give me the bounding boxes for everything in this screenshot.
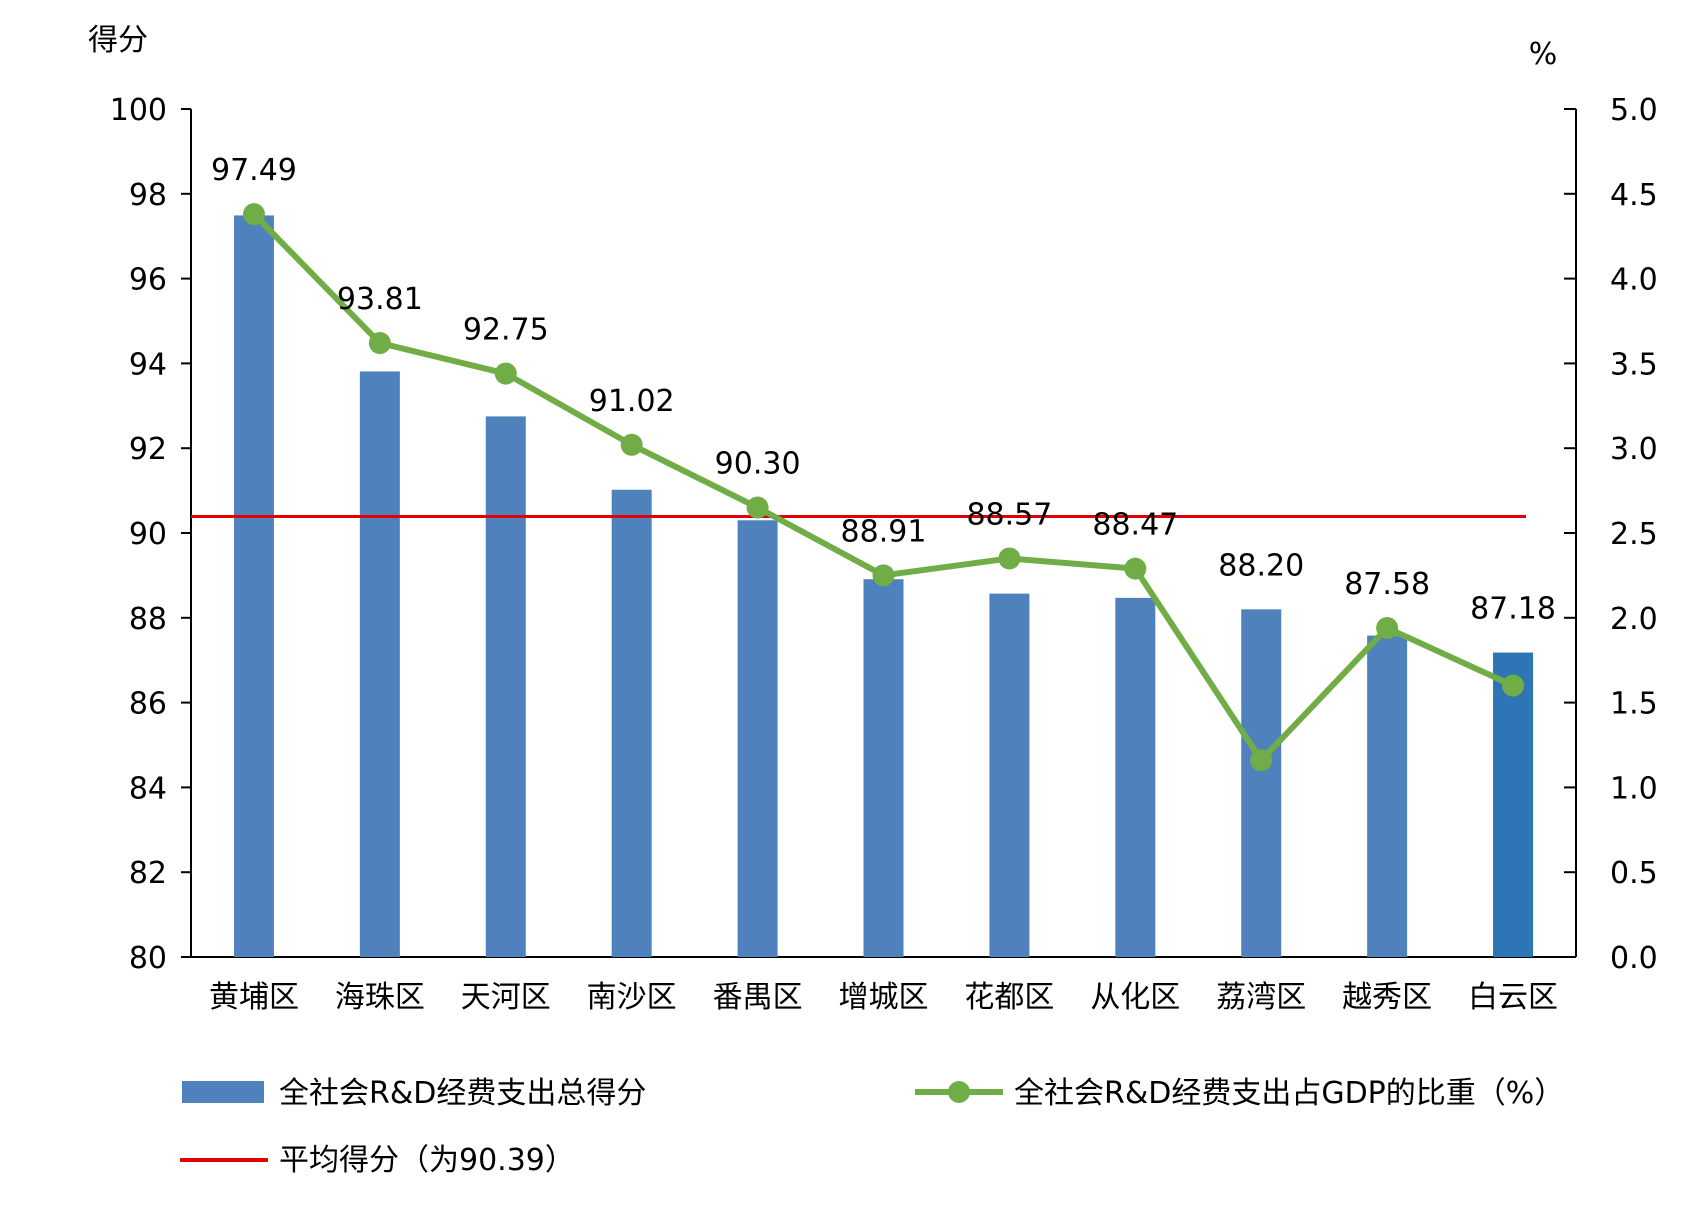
y-right-tick-label: 3.0 bbox=[1610, 432, 1658, 467]
y-right-tick-label: 4.0 bbox=[1610, 263, 1658, 298]
y-left-tick-label: 92 bbox=[129, 432, 167, 467]
y-left-axis-title: 得分 bbox=[88, 23, 148, 58]
bar-value-label: 87.18 bbox=[1470, 592, 1556, 627]
y-right-tick-label: 1.0 bbox=[1610, 771, 1658, 806]
category-label: 花都区 bbox=[964, 980, 1054, 1015]
bar bbox=[1493, 652, 1534, 957]
legend: 全社会R&D经费支出总得分 全社会R&D经费支出占GDP的比重（%） 平均得分（为9… bbox=[180, 1076, 1564, 1178]
y-right-tick-label: 2.0 bbox=[1610, 602, 1658, 637]
category-label: 海珠区 bbox=[335, 980, 425, 1015]
legend-average-label: 平均得分（为90.39） bbox=[279, 1143, 575, 1178]
y-right-tick-label: 1.5 bbox=[1610, 687, 1658, 722]
ratio-point bbox=[1124, 557, 1147, 580]
y-left-tick-label: 94 bbox=[129, 347, 167, 382]
legend-bar-label: 全社会R&D经费支出总得分 bbox=[279, 1076, 646, 1111]
category-label: 从化区 bbox=[1090, 980, 1180, 1015]
bar-value-label: 91.02 bbox=[589, 384, 675, 419]
ratio-line-series bbox=[242, 203, 1525, 772]
bar bbox=[233, 215, 274, 957]
y-left-tick-label: 84 bbox=[129, 771, 167, 806]
bar bbox=[1115, 597, 1156, 957]
category-label: 荔湾区 bbox=[1216, 980, 1306, 1015]
bar-value-label: 88.20 bbox=[1218, 548, 1304, 583]
legend-bar-swatch bbox=[182, 1081, 264, 1103]
category-labels: 黄埔区 海珠区 天河区 南沙区 番禺区 增城区 花都区 从化区 荔湾区 越秀区 白云区 bbox=[209, 980, 1558, 1015]
ratio-point bbox=[1250, 749, 1273, 772]
y-left-tick-label: 82 bbox=[129, 856, 167, 891]
y-right-tick-label: 3.5 bbox=[1610, 347, 1658, 382]
bar bbox=[989, 593, 1030, 957]
bar bbox=[485, 416, 526, 957]
bar-value-label: 88.57 bbox=[966, 497, 1052, 532]
y-left-tick-label: 88 bbox=[129, 602, 167, 637]
y-right-tick-label: 2.5 bbox=[1610, 517, 1658, 552]
y-right-tick-label: 4.5 bbox=[1610, 178, 1658, 213]
ratio-point bbox=[620, 433, 643, 456]
y-right-axis-title: % bbox=[1529, 37, 1558, 72]
ratio-point bbox=[494, 362, 517, 385]
bar bbox=[611, 489, 652, 957]
bar bbox=[359, 371, 400, 957]
ratio-point bbox=[242, 203, 265, 226]
category-label: 白云区 bbox=[1468, 980, 1558, 1015]
data-labels: 97.49 93.81 92.75 91.02 90.30 88.91 88.57 88.47… bbox=[211, 153, 1556, 626]
y-left-tick-label: 80 bbox=[129, 941, 167, 976]
category-label: 南沙区 bbox=[587, 980, 677, 1015]
ratio-point bbox=[368, 332, 391, 355]
category-label: 番禺区 bbox=[713, 980, 803, 1015]
y-left-tick-label: 86 bbox=[129, 687, 167, 722]
bar bbox=[737, 520, 778, 957]
category-label: 黄埔区 bbox=[209, 980, 299, 1015]
category-label: 增城区 bbox=[839, 980, 929, 1015]
y-left-tick-label: 100 bbox=[110, 93, 167, 128]
y-right-tick-label: 5.0 bbox=[1610, 93, 1658, 128]
bar-value-label: 88.47 bbox=[1092, 508, 1178, 543]
y-right-tick-label: 0.5 bbox=[1610, 856, 1658, 891]
y-left-tick-label: 96 bbox=[129, 263, 167, 298]
category-label: 天河区 bbox=[461, 980, 551, 1015]
bar-value-label: 97.49 bbox=[211, 153, 297, 188]
legend-line-marker bbox=[948, 1081, 970, 1103]
legend-line-label: 全社会R&D经费支出占GDP的比重（%） bbox=[1014, 1076, 1564, 1111]
axes: 80 82 84 86 88 90 92 94 96 98 100 0.0 0.5 1.0 1.5 2.0 2.… bbox=[110, 93, 1658, 976]
ratio-point bbox=[1502, 674, 1525, 697]
ratio-point bbox=[746, 496, 769, 519]
y-left-tick-label: 98 bbox=[129, 178, 167, 213]
ratio-point bbox=[872, 564, 895, 587]
ratio-point bbox=[998, 547, 1021, 570]
bar-value-label: 90.30 bbox=[715, 447, 801, 482]
bar-value-label: 93.81 bbox=[337, 282, 423, 317]
bar bbox=[1241, 609, 1282, 957]
bar bbox=[1367, 635, 1408, 957]
bar-value-label: 88.91 bbox=[841, 514, 927, 549]
bars bbox=[233, 215, 1534, 957]
ratio-point bbox=[1376, 616, 1399, 639]
y-right-tick-label: 0.0 bbox=[1610, 941, 1658, 976]
category-label: 越秀区 bbox=[1342, 980, 1432, 1015]
y-left-tick-label: 90 bbox=[129, 517, 167, 552]
bar-value-label: 92.75 bbox=[463, 313, 549, 348]
bar-value-label: 87.58 bbox=[1344, 567, 1430, 602]
bar bbox=[863, 579, 904, 957]
